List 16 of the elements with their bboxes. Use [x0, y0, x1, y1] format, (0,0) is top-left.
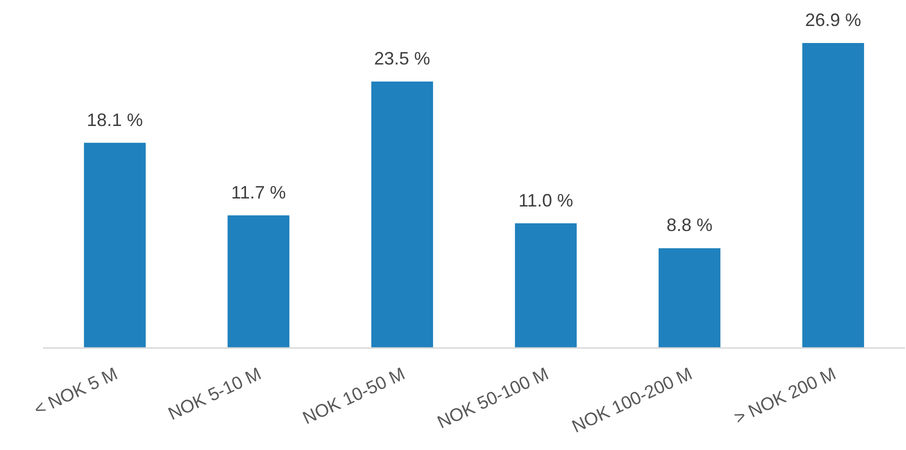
- data-label: 18.1 %: [86, 110, 143, 130]
- bar: [514, 223, 577, 348]
- data-label: 11.7 %: [231, 182, 286, 202]
- bar: [84, 142, 146, 348]
- x-tick-label: < NOK 5 M: [30, 364, 121, 420]
- x-tick-label: NOK 10-50 M: [300, 364, 408, 428]
- bar: [228, 215, 290, 348]
- data-label: 26.9 %: [805, 10, 862, 30]
- data-label: 23.5 %: [374, 48, 430, 69]
- data-label: 8.8 %: [666, 215, 713, 236]
- bar: [658, 248, 720, 348]
- x-tick-label: > NOK 200 M: [731, 364, 839, 428]
- bar: [371, 82, 434, 348]
- bar: [802, 43, 864, 348]
- data-label: 11.0 %: [518, 190, 574, 210]
- x-tick-label: NOK 5-10 M: [165, 364, 264, 424]
